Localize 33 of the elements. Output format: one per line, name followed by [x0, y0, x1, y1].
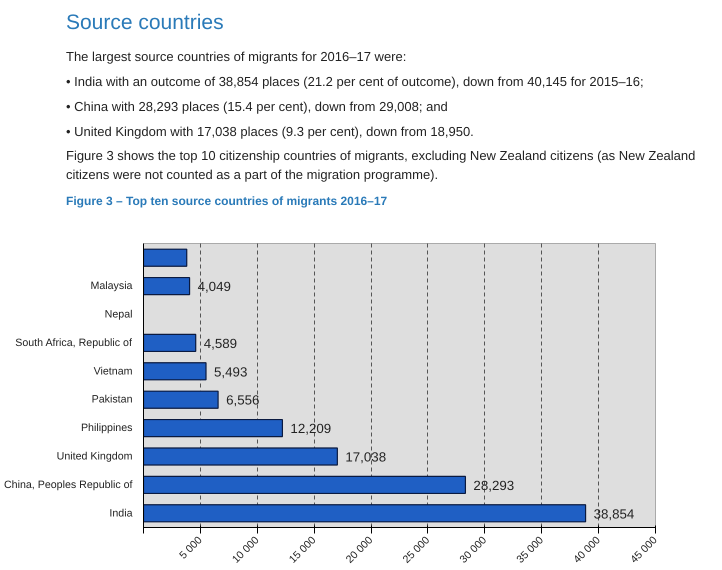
chart-title: Source countries — [66, 10, 225, 36]
x-tick-label: 40 000 — [571, 534, 603, 566]
x-tick-label: 15 000 — [286, 534, 318, 566]
x-tick-label: 20 000 — [344, 534, 376, 566]
data-label: 38,854 — [594, 506, 635, 522]
caption: Figure 3 shows the top 10 citizenship countries of migrants, excluding New Zealand citizens (as New Zealand citizens were not counted as a part of the migration programme). — [66, 147, 696, 184]
x-tick-label: 25 000 — [400, 534, 432, 566]
data-label: 12,209 — [290, 421, 332, 436]
y-tick-label: South Africa, Republic of — [15, 336, 132, 349]
y-tick-label: Pakistan — [92, 394, 133, 406]
y-tick-label: China, Peoples Republic of — [4, 478, 133, 491]
data-label: 5,493 — [214, 364, 248, 380]
text: • China with 28,293 places (15.4 per cent), down from 29,008; and — [66, 98, 449, 116]
x-tick-label: 5 000 — [177, 534, 205, 562]
x-tick-label: 30 000 — [458, 534, 490, 566]
y-tick-label: India — [109, 507, 133, 520]
y-tick-label: Malaysia — [90, 280, 133, 292]
x-tick-label: 10 000 — [230, 534, 262, 566]
y-tick-label: Vietnam — [94, 365, 133, 378]
data-label: 17,038 — [345, 450, 386, 464]
data-label: 4,589 — [204, 336, 238, 351]
data-label: 28,293 — [473, 478, 514, 493]
text: • United Kingdom with 17,038 places (9.3 per cent), down from 18,950. — [66, 122, 475, 141]
text: • India with an outcome of 38,854 places (21.2 per cent of outcome), down from 40,145 for 2015–16; — [66, 72, 645, 91]
x-tick-label: 35 000 — [514, 534, 546, 566]
chart-subtitle: Figure 3 – Top ten source countries of migrants 2016–17 — [66, 193, 388, 210]
y-tick-label: United Kingdom — [56, 450, 133, 462]
data-label: 6,556 — [226, 392, 260, 408]
y-tick-label: Nepal — [104, 308, 132, 320]
text: The largest source countries of migrants for 2016–17 were: — [66, 48, 408, 66]
y-tick-label: Philippines — [80, 422, 133, 434]
data-label: 4,049 — [198, 279, 231, 294]
x-tick-label: 45 000 — [628, 534, 660, 566]
